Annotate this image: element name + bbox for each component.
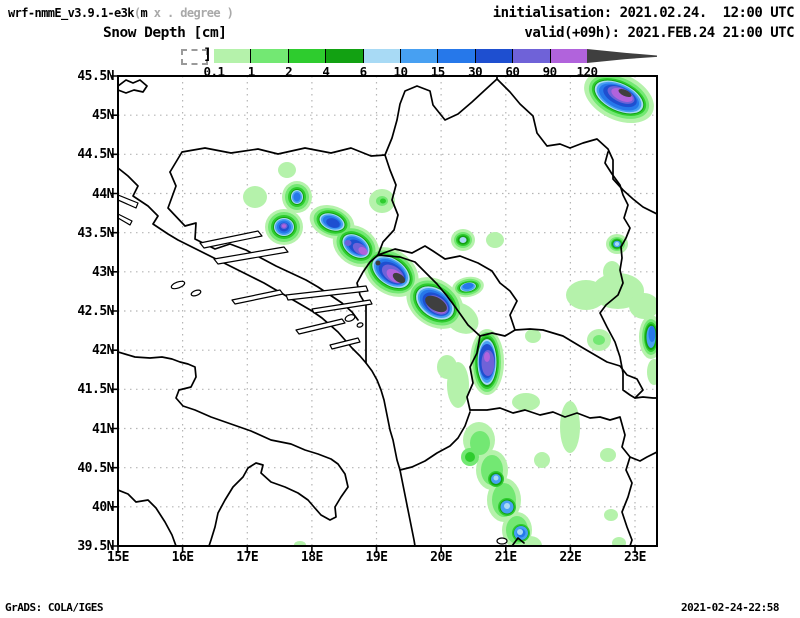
lon-ticks	[117, 546, 636, 553]
model-title-units: x . degree )	[147, 6, 234, 20]
lat-label-43N: 43N	[92, 264, 114, 280]
lat-label-45.5N: 45.5N	[77, 69, 114, 84]
border-macedonia-north	[514, 328, 644, 399]
lat-label-44.5N: 44.5N	[77, 147, 114, 163]
lat-label-45N: 45N	[92, 108, 114, 124]
adriatic-east-coast	[119, 167, 416, 545]
snow-shading	[243, 77, 656, 545]
border-macedonia-south	[469, 407, 631, 458]
colorbar-bracket: ]	[203, 45, 213, 63]
colorbar-segment-3	[288, 49, 327, 63]
colorbar-undef-box	[181, 49, 208, 65]
model-title-m: m	[140, 6, 148, 20]
border-croatia-serbia	[384, 77, 498, 156]
lat-label-40.5N: 40.5N	[77, 460, 114, 476]
lon-label-23E: 23E	[624, 550, 646, 565]
grads-credit: GrADS: COLA/IGES	[5, 601, 103, 614]
colorbar-value-1: 1	[247, 64, 256, 79]
shade-over-120	[375, 88, 632, 313]
colorbar-segment-7	[438, 49, 476, 63]
shade-pale-centers	[459, 237, 620, 535]
lat-label-44N: 44N	[92, 186, 114, 202]
lon-label-18E: 18E	[300, 550, 323, 565]
colorbar-segment-5	[363, 49, 402, 63]
calabria-coast	[119, 489, 177, 545]
initialisation-time: initialisation: 2021.02.24. 12:00 UTC	[492, 5, 795, 21]
lat-label-42N: 42N	[92, 343, 114, 359]
colorbar-segment-1	[214, 49, 252, 63]
colorbar-value-120: 120	[576, 64, 598, 79]
lon-label-19E: 19E	[365, 550, 388, 565]
lon-label-15E: 15E	[107, 550, 129, 565]
border-greece-east	[629, 451, 656, 462]
corfu-island	[511, 537, 525, 545]
model-title: wrf-nmmE_v3.9.1-e3k(m x . degree )	[8, 6, 234, 20]
valid-time: valid(+09h): 2021.FEB.24 21:00 UTC	[524, 25, 794, 41]
coastlines-borders	[119, 77, 656, 545]
colorbar-segment-9	[513, 49, 551, 63]
border-albania-greece	[399, 411, 471, 471]
border-danube	[496, 78, 656, 215]
lat-label-40N: 40N	[92, 499, 114, 515]
colorbar-value-0.1: 0.1	[203, 64, 225, 79]
colorbar-segment-10	[550, 49, 588, 63]
colorbar	[214, 49, 588, 63]
border-croatia-north	[169, 147, 386, 173]
border-kosovo	[377, 245, 518, 337]
colorbar-segment-8	[475, 49, 514, 63]
lon-label-17E: 17E	[236, 550, 259, 565]
lat-ticks	[111, 75, 118, 547]
lon-label-16E: 16E	[171, 550, 194, 565]
lon-label-20E: 20E	[430, 550, 453, 565]
border-bosnia-serbia	[377, 154, 399, 256]
lat-label-41N: 41N	[92, 421, 114, 437]
colorbar-value-2: 2	[285, 64, 293, 79]
border-macedonia-west	[466, 335, 481, 411]
istria-coast	[119, 79, 148, 94]
colorbar-value-6: 6	[359, 64, 368, 79]
colorbar-segment-6	[401, 49, 439, 63]
creation-timestamp: 2021-02-24-22:58	[681, 601, 779, 614]
model-title-main: wrf-nmmE_v3.9.1-e3k	[8, 6, 134, 20]
border-montenegro	[356, 254, 379, 364]
colorbar-value-10: 10	[393, 64, 408, 79]
lat-label-42.5N: 42.5N	[77, 304, 114, 319]
colorbar-segment-4	[326, 49, 364, 63]
colorbar-value-15: 15	[430, 64, 446, 79]
lon-label-21E: 21E	[494, 550, 517, 565]
lat-label-39.5N: 39.5N	[77, 539, 114, 554]
colorbar-value-4: 4	[322, 64, 330, 79]
map-frame	[111, 75, 658, 553]
lat-label-43.5N: 43.5N	[77, 225, 114, 241]
model-title-paren: (	[133, 6, 141, 20]
italy-coast	[119, 351, 349, 545]
plot-subtitle: Snow Depth [cm]	[103, 25, 227, 41]
islands	[119, 194, 508, 545]
colorbar-segment-2	[251, 49, 289, 63]
border-serbia-bulgaria	[599, 151, 656, 399]
lat-label-41.5N: 41.5N	[77, 382, 114, 398]
lon-label-22E: 22E	[559, 550, 582, 565]
colorbar-value-60: 60	[505, 64, 520, 79]
colorbar-value-30: 30	[468, 64, 483, 79]
greece-aegean-coast	[621, 456, 633, 545]
colorbar-value-90: 90	[542, 64, 558, 79]
